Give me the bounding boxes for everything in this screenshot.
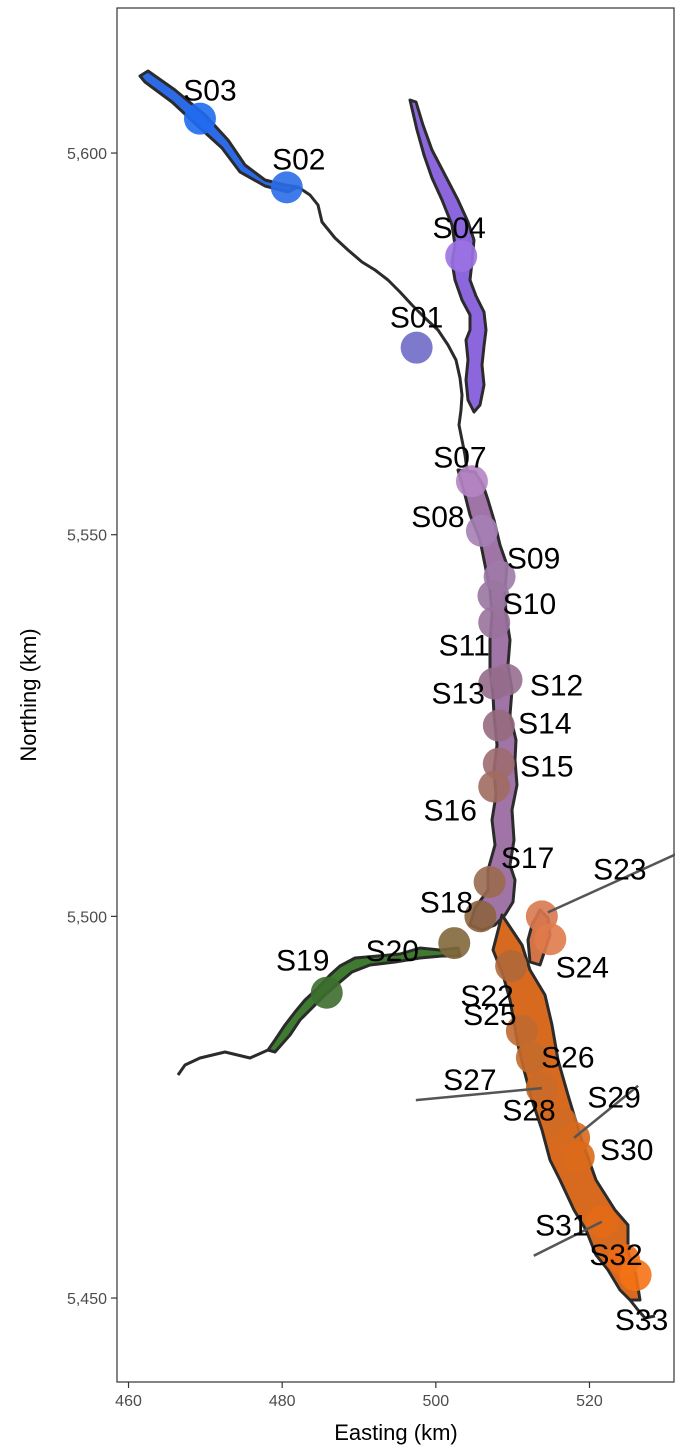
x-axis-ticks: 460 480 500 520 xyxy=(115,1382,603,1410)
site-labels: S01 S02 S03 S04 S07 S08 S09 S10 S11 S12 S13 S14 S15 S… xyxy=(183,75,675,1337)
site-label-s27: S27 xyxy=(443,1064,496,1097)
site-point-s19 xyxy=(310,976,343,1009)
site-point-s11 xyxy=(478,606,511,639)
site-label-s19: S19 xyxy=(276,945,329,978)
site-label-s25: S25 xyxy=(463,999,516,1032)
leader-line-s31 xyxy=(533,1220,603,1257)
leader-line-s29 xyxy=(573,1084,639,1139)
site-point-s03 xyxy=(183,102,216,135)
site-points xyxy=(183,102,652,1292)
river-outlet-channel xyxy=(628,1299,656,1320)
site-label-s02: S02 xyxy=(272,143,325,176)
x-tick-label: 500 xyxy=(422,1393,449,1410)
site-label-s10: S10 xyxy=(503,588,556,621)
site-point-s01 xyxy=(400,331,433,364)
site-label-s15: S15 xyxy=(520,751,573,784)
y-tick-label: 5,550 xyxy=(67,528,107,545)
site-point-s33 xyxy=(619,1259,652,1292)
site-point-s14 xyxy=(482,709,515,742)
site-point-s16 xyxy=(478,770,511,803)
river-channel-lower-left xyxy=(176,1048,269,1076)
x-axis: 460 480 500 520 Easting (km) xyxy=(115,1382,603,1445)
x-tick-label: 480 xyxy=(269,1393,296,1410)
x-axis-title: Easting (km) xyxy=(334,1420,457,1445)
leader-line-s23 xyxy=(547,853,675,914)
site-point-s07 xyxy=(455,465,488,498)
site-label-s11: S11 xyxy=(439,629,490,662)
site-point-s20 xyxy=(438,927,471,960)
site-label-s20: S20 xyxy=(366,935,419,968)
leader-line-s27 xyxy=(415,1086,542,1102)
y-axis: 5,450 5,500 5,550 5,600 Northing (km) xyxy=(16,146,117,1308)
site-label-s33: S33 xyxy=(615,1304,668,1337)
site-label-s12: S12 xyxy=(530,670,583,703)
x-tick-label: 520 xyxy=(576,1393,603,1410)
site-label-s01: S01 xyxy=(390,302,443,335)
y-tick-label: 5,450 xyxy=(67,1291,107,1308)
site-label-s18: S18 xyxy=(420,886,473,919)
site-label-s24: S24 xyxy=(556,951,609,984)
river-channel-upper-left xyxy=(297,185,469,471)
site-label-s08: S08 xyxy=(411,501,464,534)
site-point-s24 xyxy=(534,923,567,956)
site-point-s30 xyxy=(562,1140,595,1173)
site-point-s08 xyxy=(465,514,498,547)
site-label-s07: S07 xyxy=(433,441,486,474)
site-point-s18 xyxy=(464,900,497,933)
site-point-s26 xyxy=(515,1041,548,1074)
x-tick-label: 460 xyxy=(115,1393,142,1410)
site-label-s22: S22 xyxy=(460,980,513,1013)
site-label-s32: S32 xyxy=(589,1239,642,1272)
y-axis-ticks: 5,450 5,500 5,550 5,600 xyxy=(67,146,117,1308)
site-label-s13: S13 xyxy=(432,678,485,711)
site-label-s09: S09 xyxy=(507,543,560,576)
site-label-s16: S16 xyxy=(424,795,477,828)
site-point-s17 xyxy=(473,866,506,899)
y-tick-label: 5,600 xyxy=(67,146,107,163)
site-point-s22 xyxy=(495,949,528,982)
site-label-s30: S30 xyxy=(600,1134,653,1167)
site-label-s17: S17 xyxy=(501,842,554,875)
site-label-s28: S28 xyxy=(502,1094,555,1127)
site-label-s14: S14 xyxy=(518,708,571,741)
site-point-s25 xyxy=(505,1014,538,1047)
site-label-s31: S31 xyxy=(535,1210,588,1243)
site-point-s13 xyxy=(478,667,511,700)
y-tick-label: 5,500 xyxy=(67,909,107,926)
site-label-s29: S29 xyxy=(587,1082,640,1115)
site-label-s23: S23 xyxy=(593,853,646,886)
site-label-s26: S26 xyxy=(541,1042,594,1075)
site-label-s03: S03 xyxy=(183,75,236,108)
site-point-s02 xyxy=(270,171,303,204)
site-label-s04: S04 xyxy=(432,212,485,245)
y-axis-title: Northing (km) xyxy=(16,628,41,761)
site-point-s04 xyxy=(445,240,478,273)
site-point-s10 xyxy=(477,579,510,612)
